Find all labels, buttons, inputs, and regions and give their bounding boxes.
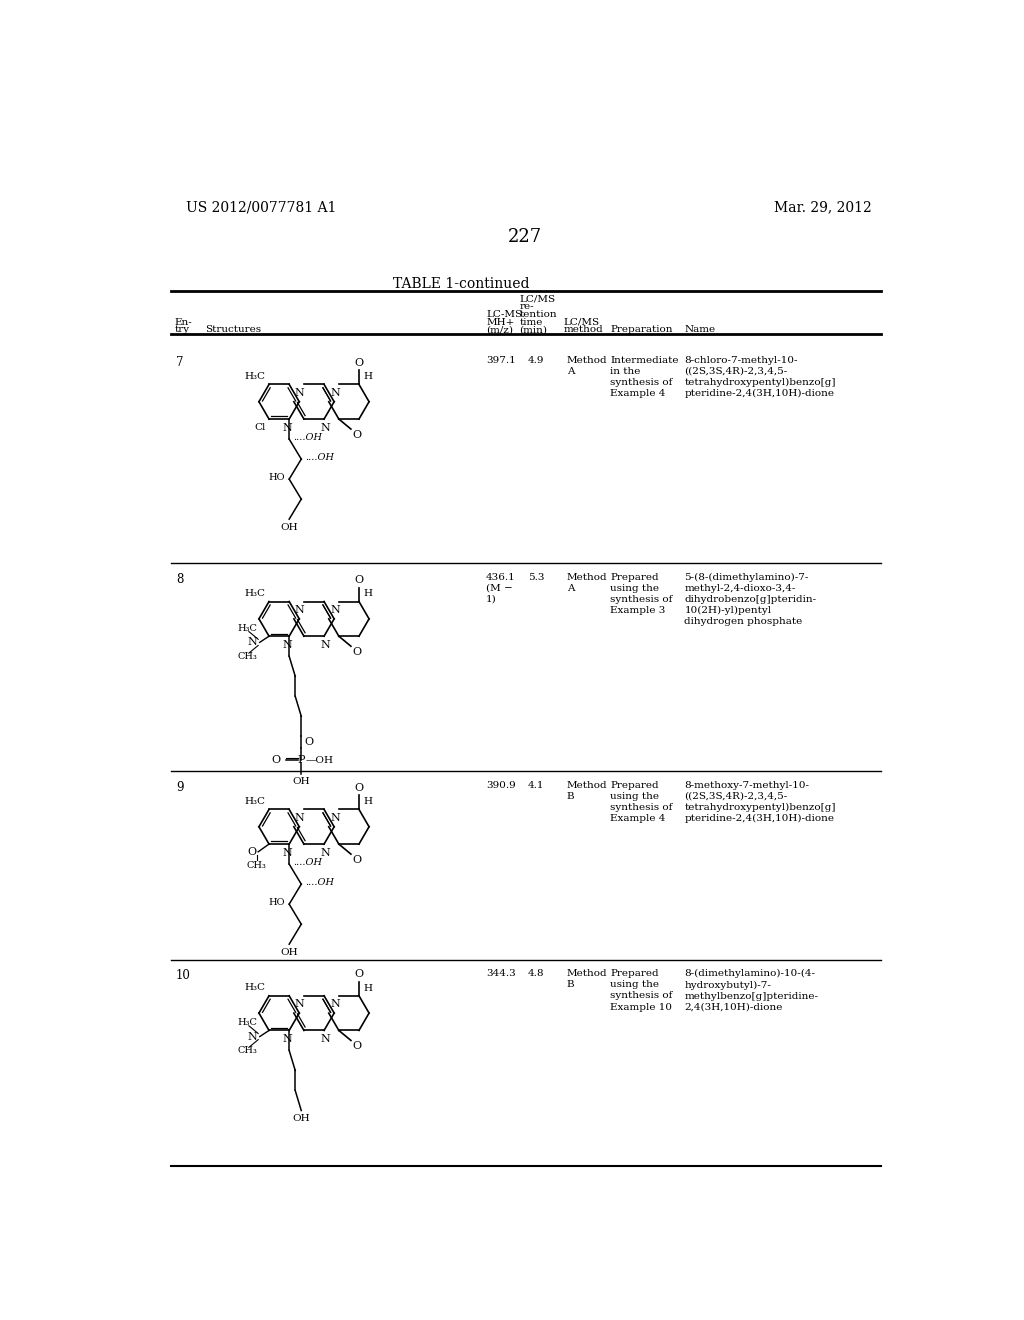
Text: Intermediate
in the
synthesis of
Example 4: Intermediate in the synthesis of Example…: [610, 355, 679, 397]
Text: H: H: [364, 797, 373, 807]
Text: Cl: Cl: [255, 422, 266, 432]
Text: 4.9: 4.9: [528, 355, 545, 364]
Text: H: H: [364, 372, 373, 381]
Text: LC-MS: LC-MS: [486, 310, 522, 319]
Text: CH₃: CH₃: [247, 861, 266, 870]
Text: N: N: [330, 605, 340, 615]
Text: Prepared
using the
synthesis of
Example 10: Prepared using the synthesis of Example …: [610, 969, 673, 1011]
Text: H₃C: H₃C: [245, 983, 266, 991]
Text: —OH: —OH: [306, 756, 334, 764]
Text: re-: re-: [519, 302, 534, 312]
Text: N: N: [283, 1035, 293, 1044]
Text: N: N: [283, 422, 293, 433]
Text: O: O: [354, 783, 364, 793]
Text: 344.3: 344.3: [486, 969, 516, 978]
Text: MH+: MH+: [486, 318, 514, 327]
Text: O: O: [271, 755, 281, 766]
Text: N: N: [294, 605, 304, 615]
Text: 5.3: 5.3: [528, 573, 545, 582]
Text: Mar. 29, 2012: Mar. 29, 2012: [774, 201, 872, 215]
Text: N: N: [294, 999, 304, 1010]
Text: OH: OH: [281, 523, 298, 532]
Text: US 2012/0077781 A1: US 2012/0077781 A1: [186, 201, 337, 215]
Text: H₃C: H₃C: [245, 796, 266, 805]
Text: N: N: [283, 640, 293, 649]
Text: HO: HO: [268, 473, 286, 482]
Text: 4.8: 4.8: [528, 969, 545, 978]
Text: method: method: [563, 326, 603, 334]
Text: time: time: [519, 318, 543, 327]
Text: N: N: [283, 847, 293, 858]
Text: ....OH: ....OH: [305, 453, 334, 462]
Text: O: O: [354, 358, 364, 368]
Text: N: N: [248, 1032, 257, 1041]
Text: OH: OH: [293, 1114, 310, 1123]
Text: CH₃: CH₃: [238, 652, 257, 660]
Text: 8-(dimethylamino)-10-(4-
hydroxybutyl)-7-
methylbenzo[g]pteridine-
2,4(3H,10H)-d: 8-(dimethylamino)-10-(4- hydroxybutyl)-7…: [684, 969, 818, 1012]
Text: O: O: [304, 738, 313, 747]
Text: Method
B: Method B: [566, 969, 607, 989]
Text: H₃C: H₃C: [245, 589, 266, 598]
Text: N: N: [319, 1035, 330, 1044]
Text: O: O: [352, 647, 361, 657]
Text: N: N: [330, 813, 340, 822]
Text: HO: HO: [268, 898, 286, 907]
Text: LC/MS: LC/MS: [519, 294, 555, 304]
Text: N: N: [330, 999, 340, 1010]
Text: (m/z): (m/z): [486, 326, 513, 334]
Text: H₃C: H₃C: [238, 624, 257, 634]
Text: O: O: [352, 855, 361, 865]
Text: O: O: [354, 969, 364, 979]
Text: P: P: [298, 755, 305, 766]
Text: H: H: [364, 590, 373, 598]
Text: O: O: [352, 1041, 361, 1052]
Text: O: O: [354, 576, 364, 585]
Text: LC/MS: LC/MS: [563, 318, 600, 327]
Text: Method
A: Method A: [566, 573, 607, 593]
Text: (min): (min): [519, 326, 548, 334]
Text: OH: OH: [281, 948, 298, 957]
Text: N: N: [319, 422, 330, 433]
Text: O: O: [248, 847, 257, 857]
Text: N: N: [294, 388, 304, 397]
Text: N: N: [248, 638, 257, 647]
Text: Method
A: Method A: [566, 355, 607, 376]
Text: Prepared
using the
synthesis of
Example 4: Prepared using the synthesis of Example …: [610, 780, 673, 822]
Text: N: N: [330, 388, 340, 397]
Text: ....OH: ....OH: [293, 433, 323, 442]
Text: 5-(8-(dimethylamino)-7-
methyl-2,4-dioxo-3,4-
dihydrobenzo[g]pteridin-
10(2H)-yl: 5-(8-(dimethylamino)-7- methyl-2,4-dioxo…: [684, 573, 816, 627]
Text: N: N: [294, 813, 304, 822]
Text: try: try: [174, 326, 189, 334]
Text: ....OH: ....OH: [293, 858, 323, 867]
Text: 397.1: 397.1: [486, 355, 516, 364]
Text: 8-methoxy-7-methyl-10-
((2S,3S,4R)-2,3,4,5-
tetrahydroxypentyl)benzo[g]
pteridin: 8-methoxy-7-methyl-10- ((2S,3S,4R)-2,3,4…: [684, 780, 836, 824]
Text: TABLE 1-continued: TABLE 1-continued: [393, 277, 529, 290]
Text: H: H: [364, 983, 373, 993]
Text: 8: 8: [176, 573, 183, 586]
Text: 436.1
(M −
1): 436.1 (M − 1): [486, 573, 516, 603]
Text: Structures: Structures: [206, 326, 261, 334]
Text: O: O: [352, 430, 361, 440]
Text: Preparation: Preparation: [610, 326, 673, 334]
Text: 10: 10: [176, 969, 190, 982]
Text: Name: Name: [684, 326, 716, 334]
Text: OH: OH: [293, 776, 310, 785]
Text: En-: En-: [174, 318, 193, 327]
Text: 8-chloro-7-methyl-10-
((2S,3S,4R)-2,3,4,5-
tetrahydroxypentyl)benzo[g]
pteridine: 8-chloro-7-methyl-10- ((2S,3S,4R)-2,3,4,…: [684, 355, 836, 399]
Text: 7: 7: [176, 355, 183, 368]
Text: CH₃: CH₃: [238, 1045, 257, 1055]
Text: H₃C: H₃C: [245, 371, 266, 380]
Text: tention: tention: [519, 310, 557, 319]
Text: N: N: [319, 640, 330, 649]
Text: N: N: [319, 847, 330, 858]
Text: H₃C: H₃C: [238, 1018, 257, 1027]
Text: Method
B: Method B: [566, 780, 607, 801]
Text: ....OH: ....OH: [305, 878, 334, 887]
Text: 9: 9: [176, 780, 183, 793]
Text: 227: 227: [508, 227, 542, 246]
Text: 390.9: 390.9: [486, 780, 516, 789]
Text: 4.1: 4.1: [528, 780, 545, 789]
Text: Prepared
using the
synthesis of
Example 3: Prepared using the synthesis of Example …: [610, 573, 673, 615]
